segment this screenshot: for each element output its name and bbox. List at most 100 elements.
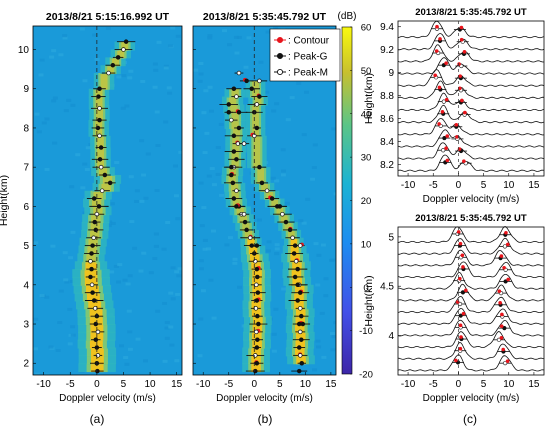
panel-a-peakm-point bbox=[97, 106, 102, 111]
panel-b-noise bbox=[280, 148, 286, 152]
panel-a-noise bbox=[110, 221, 116, 225]
panel-a-ridge-core bbox=[88, 300, 102, 310]
panel-a-peakm-point bbox=[99, 188, 105, 193]
panel-b-peakg-point bbox=[226, 110, 232, 115]
panel-c-bottom-ytick-label: 4 bbox=[388, 331, 394, 342]
panel-c-bottom-contour-point bbox=[458, 323, 463, 328]
panel-a-noise bbox=[164, 326, 170, 330]
panel-a-noise bbox=[170, 297, 176, 301]
panel-a-ridge-core bbox=[84, 269, 98, 278]
panel-a-ridge-core bbox=[89, 308, 103, 318]
panel-a-noise bbox=[178, 150, 182, 154]
panel-b-noise bbox=[284, 201, 290, 205]
panel-a-noise bbox=[34, 372, 40, 375]
panel-a-noise bbox=[141, 173, 147, 177]
panel-c-top-ytick-label: 9.2 bbox=[380, 45, 394, 56]
panel-a-noise bbox=[114, 161, 120, 165]
panel-a-peakg-point bbox=[92, 219, 97, 225]
panel-c-top-contour-point bbox=[457, 62, 461, 66]
panel-a-peakm-point bbox=[98, 164, 104, 170]
panel-b-noise bbox=[312, 143, 318, 147]
panel-a-noise bbox=[148, 271, 154, 275]
panel-a-noise bbox=[127, 274, 133, 278]
panel-a-ridge-core bbox=[100, 73, 108, 90]
panel-a-noise bbox=[141, 251, 147, 255]
panel-a: 2013/8/21 5:15:16.992 UT -10 -5 0 5 10 15 Doppl… bbox=[0, 11, 183, 404]
panel-a-noise bbox=[69, 185, 75, 189]
panel-b-ridge-core bbox=[252, 104, 259, 114]
panel-b-noise bbox=[273, 307, 279, 311]
panel-a-noise bbox=[52, 141, 58, 145]
panel-b-peakg-point bbox=[231, 196, 237, 201]
panel-b-noise bbox=[202, 151, 208, 155]
panel-b-noise bbox=[219, 193, 225, 197]
panel-b-ridge-core bbox=[251, 300, 262, 310]
panel-a-ylabel: Height(km) bbox=[0, 175, 10, 226]
panel-b-ridge-core bbox=[232, 198, 241, 208]
panel-c-bottom-contour-point bbox=[505, 242, 510, 247]
panel-b-noise bbox=[232, 257, 238, 261]
panel-b-noise bbox=[198, 72, 204, 76]
legend: : Contour: Peak-G: Peak-M bbox=[269, 28, 341, 82]
panel-c-top-spectrum-line bbox=[397, 92, 545, 112]
panel-b-peakg-point bbox=[298, 290, 303, 295]
panel-b-peakm-point bbox=[298, 329, 303, 335]
panel-b-noise bbox=[208, 278, 214, 282]
panel-b-noise bbox=[311, 166, 317, 170]
panel-c-bottom-xtick-label: 10 bbox=[503, 379, 515, 390]
panel-c-bottom-spectrum-line bbox=[397, 295, 545, 314]
panel-a-ridge-core bbox=[95, 96, 103, 110]
panel-c-top-spectrum-line bbox=[397, 129, 545, 148]
panel-b-peakg-point bbox=[254, 298, 260, 303]
panel-a-ytick-label: 3 bbox=[23, 320, 29, 331]
panel-a-noise bbox=[63, 109, 69, 113]
panel-b-peakm-point bbox=[241, 141, 247, 146]
panel-c-top-peak-point bbox=[441, 99, 446, 104]
panel-b-peakg-point bbox=[287, 227, 293, 233]
panel-c-bottom-xtick-label: -5 bbox=[429, 379, 438, 390]
panel-a-ridge-core bbox=[117, 49, 125, 59]
panel-b-peakg-point bbox=[255, 290, 261, 295]
panel-b-peakm-point bbox=[280, 211, 285, 217]
panel-b-ridge-core bbox=[276, 206, 284, 216]
panel-b-noise bbox=[331, 127, 336, 131]
panel-a-noise bbox=[155, 309, 161, 313]
panel-b-noise bbox=[271, 349, 277, 353]
panel-b-ridge-core bbox=[252, 127, 259, 137]
panel-a-noise bbox=[154, 110, 160, 114]
panel-b-noise bbox=[227, 236, 233, 240]
panel-a-noise bbox=[80, 186, 86, 190]
panel-b-ridge-core bbox=[252, 112, 259, 129]
panel-b-ridge-core bbox=[239, 214, 247, 224]
panel-a-noise bbox=[164, 336, 170, 340]
panel-b-ridge-core bbox=[287, 229, 295, 239]
panel-b-noise bbox=[321, 355, 327, 359]
panel-a-noise bbox=[39, 58, 45, 62]
panel-b: 2013/8/21 5:35:45.792 UT -10 -5 0 5 10 15 Doppl… bbox=[192, 11, 337, 404]
panel-a-noise bbox=[163, 120, 169, 124]
panel-b-peakm-point bbox=[264, 188, 270, 193]
panel-b-noise bbox=[281, 287, 287, 291]
panel-c-bottom-contour-point bbox=[456, 230, 461, 234]
panel-c-bottom-ytick-label: 5 bbox=[388, 232, 394, 243]
panel-c-bottom-contour-point bbox=[501, 347, 506, 352]
panel-b-ridge-core bbox=[295, 339, 306, 349]
panel-c-bottom-spectrum-line bbox=[397, 331, 545, 349]
panel-b-noise bbox=[204, 131, 210, 135]
panel-b-noise bbox=[274, 179, 280, 183]
panel-a-xtick-label: 0 bbox=[94, 379, 100, 390]
panel-b-noise bbox=[310, 177, 316, 181]
panel-c-top-xtick-label: 5 bbox=[481, 180, 487, 191]
panel-b-peakg-point bbox=[249, 86, 254, 91]
panel-c-top-ytick-label: 8.8 bbox=[380, 91, 394, 102]
panel-b-ridge-core bbox=[252, 269, 262, 278]
panel-c-top-spectrum-line bbox=[397, 154, 545, 172]
panel-b-ridge-core bbox=[252, 88, 259, 98]
panel-c-top-ytick-label: 8.6 bbox=[380, 114, 394, 125]
panel-b-peakm-point bbox=[257, 78, 262, 84]
panel-c-top-spectrum-line bbox=[397, 57, 545, 75]
panel-b-ridge-core bbox=[292, 276, 302, 286]
panel-b-noise bbox=[207, 34, 213, 38]
panel-a-noise bbox=[126, 309, 132, 313]
panel-b-ridge-core bbox=[232, 143, 240, 153]
